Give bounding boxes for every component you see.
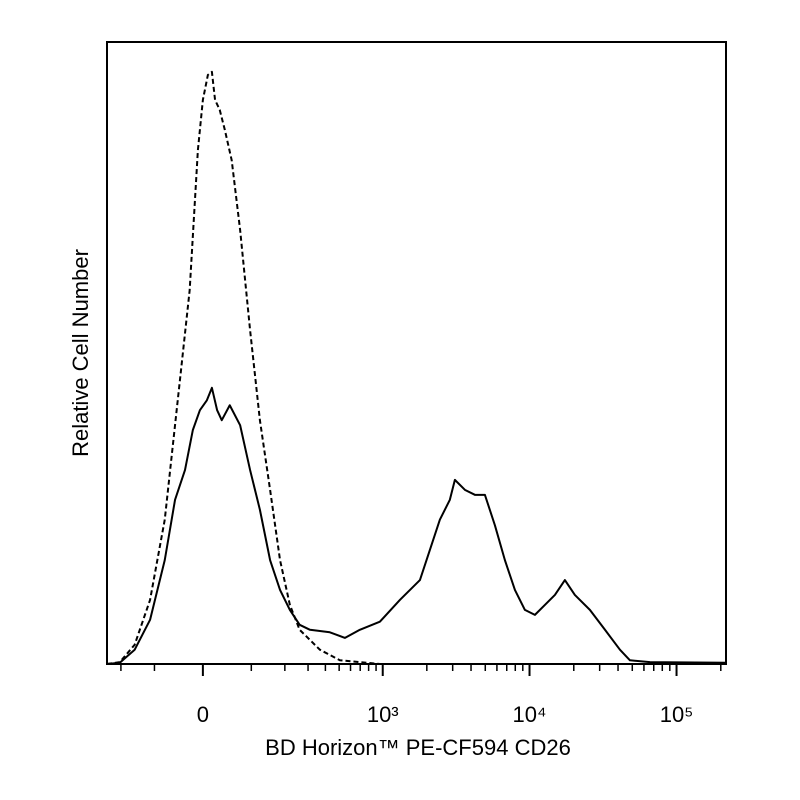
x-tick-label: 10⁵ [660,702,694,727]
x-axis-title: BD Horizon™ PE-CF594 CD26 [265,735,571,760]
histogram-line [106,386,727,665]
y-axis-title: Relative Cell Number [68,249,93,457]
x-tick-label: 10³ [367,702,399,727]
plot-frame [106,41,727,665]
x-tick-label: 0 [197,702,209,727]
x-tick-label: 10⁴ [513,702,547,727]
histogram-line [106,70,726,665]
